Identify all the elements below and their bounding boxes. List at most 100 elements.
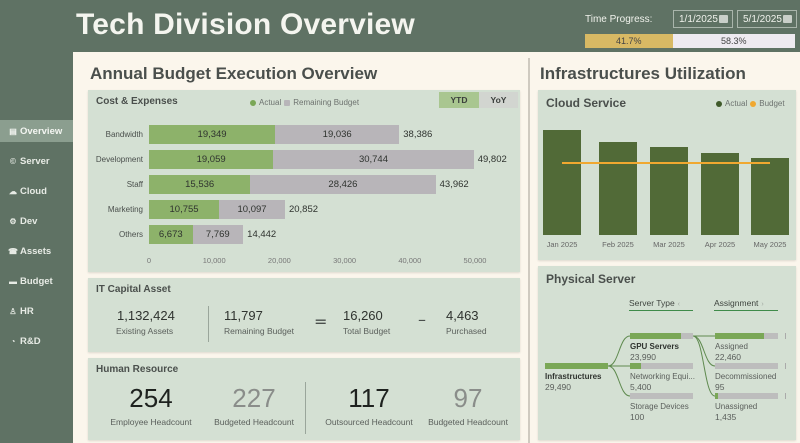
start-date-value: 1/1/2025: [679, 14, 718, 25]
infra-section-title: Infrastructures Utilization: [540, 64, 746, 83]
progress-remaining: 58.3%: [672, 34, 795, 48]
legend-remaining-dot: [284, 99, 291, 106]
sidebar-item-label: R&D: [20, 335, 41, 347]
existing-assets-value: 1,132,424: [117, 308, 175, 323]
bar-remaining[interactable]: 10,097: [219, 200, 285, 219]
bar-actual[interactable]: 15,536: [149, 175, 251, 194]
server-type-header[interactable]: Server Type ‹: [629, 298, 693, 311]
person-icon: ♙: [9, 306, 17, 316]
physical-server-title: Physical Server: [546, 272, 636, 286]
clock-icon: ◔: [10, 336, 16, 346]
yoy-toggle[interactable]: YoY: [479, 92, 518, 108]
bar-actual[interactable]: 19,059: [149, 150, 274, 169]
legend-actual-dot: [716, 100, 722, 107]
it-capital-card: IT Capital Asset 1,132,424 Existing Asse…: [88, 278, 520, 352]
bar-actual[interactable]: 10,755: [149, 200, 220, 219]
tree-node-bar[interactable]: [715, 333, 778, 339]
tree-node-bar[interactable]: [545, 363, 608, 369]
outsourced-headcount-label: Outsourced Headcount: [325, 417, 413, 427]
time-progress-label: Time Progress:: [585, 14, 653, 25]
column-bar-actual[interactable]: [751, 158, 789, 235]
cloud-service-title: Cloud Service: [546, 96, 627, 110]
expand-handle[interactable]: [785, 333, 786, 339]
start-date-input[interactable]: 1/1/2025: [673, 10, 733, 28]
tree-node-bar[interactable]: [715, 363, 778, 369]
tree-node-fill: [715, 393, 719, 399]
header-bar: Tech Division Overview Time Progress: 1/…: [0, 0, 800, 52]
sidebar-item-server[interactable]: © Server: [0, 150, 73, 172]
sidebar-item-overview[interactable]: ▤ Overview: [0, 120, 73, 142]
tree-node-value: 1,435: [715, 412, 737, 422]
section-divider: [528, 58, 530, 443]
employee-headcount-value: 254: [129, 383, 173, 413]
bar-value-label: 10,097: [237, 204, 267, 215]
sidebar-item-label: Cloud: [20, 185, 47, 197]
bar-value-label: 7,769: [205, 229, 230, 240]
existing-assets-label: Existing Assets: [116, 326, 174, 336]
sidebar-item-budget[interactable]: ▬ Budget: [0, 270, 73, 292]
tree-node-bar[interactable]: [630, 333, 693, 339]
sidebar-item-assets[interactable]: ☎ Assets: [0, 240, 73, 262]
legend-remaining-label: Remaining Budget: [293, 98, 360, 107]
x-axis-tick: May 2025: [753, 240, 787, 249]
cost-expenses-title: Cost & Expenses: [96, 96, 178, 107]
cloud-legend: Actual Budget: [716, 99, 785, 108]
legend-budget-dot: [750, 100, 757, 107]
equals-sign: =: [314, 312, 328, 331]
sidebar-item-label: Assets: [20, 245, 52, 257]
category-label: Development: [95, 155, 143, 164]
bar-actual[interactable]: 6,673: [149, 225, 193, 244]
bar-value-label: 19,349: [197, 129, 227, 140]
employee-budgeted-value: 227: [232, 383, 276, 413]
calendar-icon[interactable]: [719, 15, 728, 23]
calendar-icon[interactable]: [783, 15, 792, 23]
column-bar-actual[interactable]: [543, 130, 581, 235]
budget-line[interactable]: [562, 161, 770, 164]
chevron-icon: ‹: [677, 301, 681, 308]
column-bar-actual[interactable]: [701, 153, 739, 235]
assignment-header[interactable]: Assignment ›: [714, 298, 778, 311]
physical-server-card: Physical Server Server Type ‹ Assignment ›…: [538, 266, 796, 440]
cost-legend: Actual Remaining Budget: [250, 98, 359, 107]
gear-icon: ⚙: [9, 216, 17, 226]
outsourced-budgeted-value: 97: [453, 383, 483, 413]
tree-node-name: Storage Devices: [630, 402, 689, 411]
expand-handle[interactable]: [785, 393, 786, 399]
bar-remaining[interactable]: 7,769: [192, 225, 244, 244]
bar-remaining[interactable]: 19,036: [275, 125, 400, 144]
tree-link: [692, 335, 716, 397]
sidebar-item-dev[interactable]: ⚙ Dev: [0, 210, 73, 232]
tree-node-fill: [630, 333, 682, 339]
column-bar-actual[interactable]: [599, 141, 637, 235]
legend-actual-label: Actual: [725, 99, 748, 108]
total-budget-label: Total Budget: [343, 326, 391, 336]
kpi-separator: [208, 306, 209, 342]
tree-node-fill: [715, 333, 764, 339]
sidebar-item-label: Dev: [20, 215, 38, 227]
bar-actual[interactable]: 19,349: [149, 125, 276, 144]
ytd-toggle[interactable]: YTD: [439, 92, 479, 108]
bar-remaining[interactable]: 28,426: [250, 175, 436, 194]
expand-handle[interactable]: [785, 363, 786, 369]
bar-remaining[interactable]: 30,744: [273, 150, 474, 169]
end-date-value: 5/1/2025: [743, 14, 782, 25]
x-axis-tick: 10,000: [202, 256, 226, 265]
tree-node-value: 95: [715, 382, 725, 392]
column-bar-actual[interactable]: [650, 146, 688, 235]
tree-node-name: Unassigned: [715, 402, 758, 411]
sidebar-item-cloud[interactable]: ☁ Cloud: [0, 180, 73, 202]
cloud-icon: ☁: [9, 186, 17, 196]
end-date-input[interactable]: 5/1/2025: [737, 10, 797, 28]
tree-node-bar[interactable]: [630, 363, 693, 369]
bar-value-label: 30,744: [358, 154, 388, 165]
total-budget-value: 16,260: [343, 308, 383, 323]
sidebar-item-hr[interactable]: ♙ HR: [0, 300, 73, 322]
human-resource-card: Human Resource 254 Employee Headcount 22…: [88, 358, 520, 440]
tree-node-bar[interactable]: [715, 393, 778, 399]
bar-total-label: 14,442: [247, 229, 277, 240]
progress-remaining-label: 58.3%: [721, 36, 747, 46]
tree-node-bar[interactable]: [630, 393, 693, 399]
sidebar-item-rd[interactable]: ◔ R&D: [0, 330, 73, 352]
category-label: Bandwidth: [105, 130, 143, 139]
bar-total-label: 20,852: [288, 204, 319, 215]
